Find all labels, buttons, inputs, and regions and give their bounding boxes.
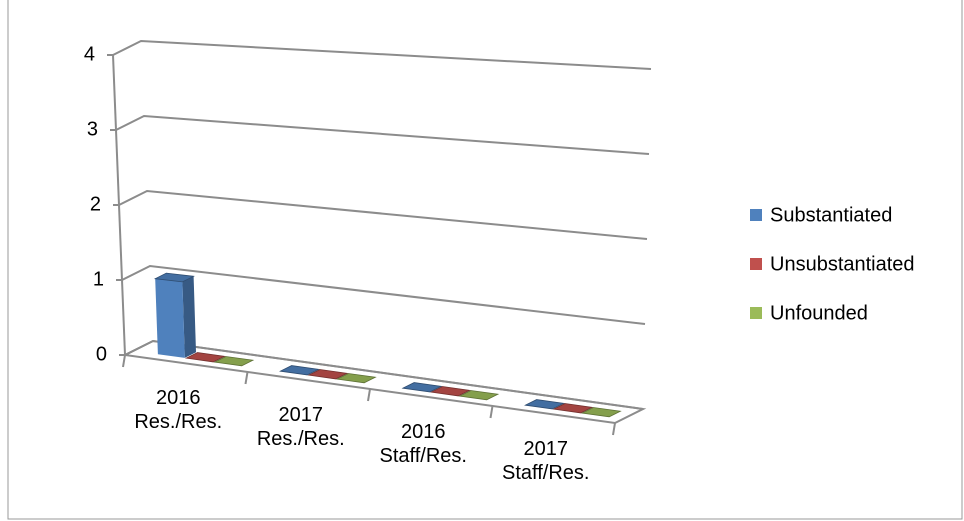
grid-line bbox=[124, 339, 644, 410]
legend-label: Unfounded bbox=[770, 302, 868, 324]
y-tick-label: 3 bbox=[87, 118, 98, 140]
bar-front bbox=[155, 278, 185, 358]
y-tick-label: 1 bbox=[93, 268, 104, 290]
bar-top bbox=[458, 390, 500, 401]
x-tick bbox=[367, 388, 371, 402]
y-tick-label: 2 bbox=[90, 193, 101, 215]
bar bbox=[153, 272, 196, 358]
x-tick-label: 2016 Res./Res. bbox=[134, 386, 223, 433]
bar-top bbox=[153, 272, 195, 283]
legend-label: Unsubstantiated bbox=[770, 253, 915, 275]
bar bbox=[401, 382, 443, 393]
bar bbox=[552, 403, 594, 414]
x-tick bbox=[489, 405, 494, 419]
x-tick-label: 2017 Res./Res. bbox=[256, 403, 345, 450]
bar-top bbox=[184, 352, 226, 363]
bar-top bbox=[279, 365, 320, 376]
x-tick-label: 2017 Staff/Res. bbox=[502, 437, 590, 484]
bar bbox=[429, 386, 471, 397]
bar bbox=[458, 390, 500, 401]
y-tick-label: 0 bbox=[96, 343, 107, 365]
x-tick bbox=[122, 354, 126, 368]
grid-line bbox=[112, 39, 652, 70]
bar bbox=[307, 369, 349, 380]
bar bbox=[335, 373, 377, 384]
bar-top bbox=[429, 386, 471, 397]
bar bbox=[184, 352, 226, 363]
bar-top bbox=[307, 369, 349, 380]
legend-swatch bbox=[750, 307, 762, 319]
grid-line bbox=[115, 114, 650, 155]
bar-top bbox=[335, 373, 377, 384]
grid-line bbox=[118, 189, 648, 240]
bar-top bbox=[552, 403, 594, 414]
x-tick-label: 2016 Staff/Res. bbox=[379, 420, 467, 467]
y-tick-label: 4 bbox=[84, 43, 95, 65]
x-tick bbox=[244, 371, 249, 385]
frame bbox=[7, 0, 963, 520]
bar-top bbox=[524, 399, 565, 410]
bar-side bbox=[182, 276, 196, 358]
bar bbox=[524, 399, 565, 410]
bar bbox=[213, 356, 255, 367]
bar-top bbox=[401, 382, 443, 393]
legend-swatch bbox=[750, 209, 762, 221]
legend-label: Substantiated bbox=[770, 204, 892, 226]
bar-top bbox=[213, 356, 255, 367]
bar bbox=[580, 407, 622, 418]
bar bbox=[279, 365, 320, 376]
bar-top bbox=[580, 407, 622, 418]
x-tick bbox=[612, 422, 616, 436]
legend-swatch bbox=[750, 258, 762, 270]
grid-line bbox=[121, 264, 646, 325]
